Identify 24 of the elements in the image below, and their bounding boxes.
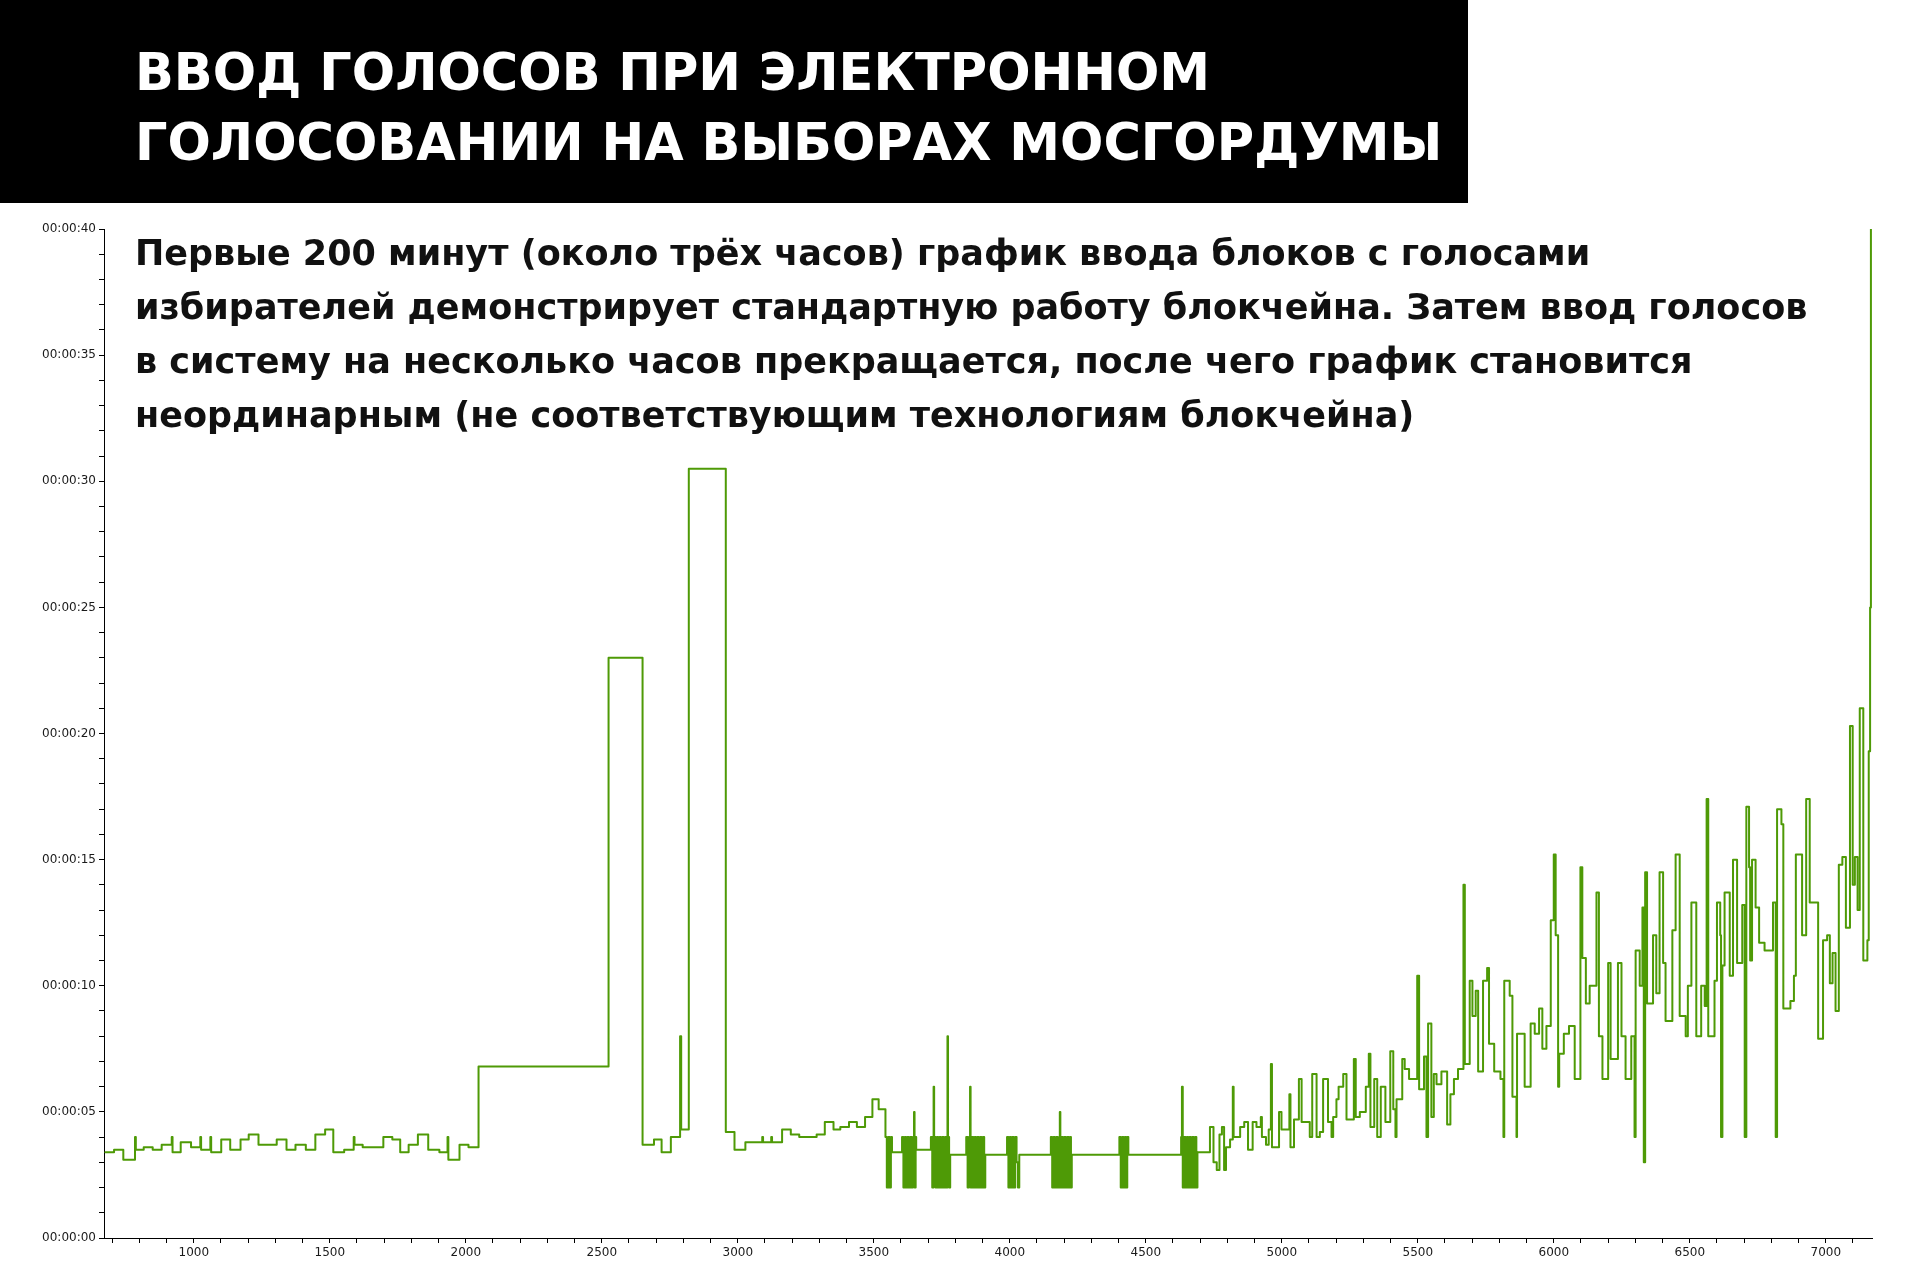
x-tick-label: 3000 [722, 1245, 754, 1260]
y-tick-label: 00:00:10 [42, 977, 96, 992]
x-tick-label: 2000 [450, 1245, 482, 1260]
x-tick-label: 5500 [1402, 1245, 1434, 1260]
x-tick-label: 1000 [178, 1245, 210, 1260]
x-tick-label: 1500 [314, 1245, 346, 1260]
y-tick-label: 00:00:35 [42, 347, 96, 362]
x-tick-label: 7000 [1810, 1245, 1842, 1260]
x-tick-label: 2500 [586, 1245, 618, 1260]
x-tick-label: 3500 [858, 1245, 890, 1260]
x-tick-label: 6000 [1538, 1245, 1570, 1260]
annotation: Первые 200 минут (около трёх часов) график ввода блоков с голосами избирателей демонстрирует стандартную работу блокчейна. Затем ввод голосов в систему на несколько часов прекращается, после чего график становится неординарным (не соответствующим технологиям блокчейна) [135, 232, 1809, 437]
x-tick-label: 5000 [1266, 1245, 1298, 1260]
x-tick-label: 4500 [1130, 1245, 1162, 1260]
y-tick-label: 00:00:15 [42, 851, 96, 866]
y-tick-label: 00:00:20 [42, 725, 96, 740]
y-tick-label: 00:00:25 [42, 599, 96, 614]
y-tick-label: 00:00:30 [42, 473, 96, 488]
x-tick-label: 6500 [1674, 1245, 1706, 1260]
y-tick-label: 00:00:00 [42, 1230, 96, 1245]
x-tick-label: 4000 [994, 1245, 1026, 1260]
y-tick-label: 00:00:05 [42, 1104, 96, 1118]
y-tick-label: 00:00:40 [42, 221, 96, 236]
chart-title: ВВОД ГОЛОСОВ ПРИ ЭЛЕКТРОННОМ ГОЛОСОВАНИИ НА ВЫБОРАХ МОСГОРДУМЫ [135, 42, 1444, 174]
